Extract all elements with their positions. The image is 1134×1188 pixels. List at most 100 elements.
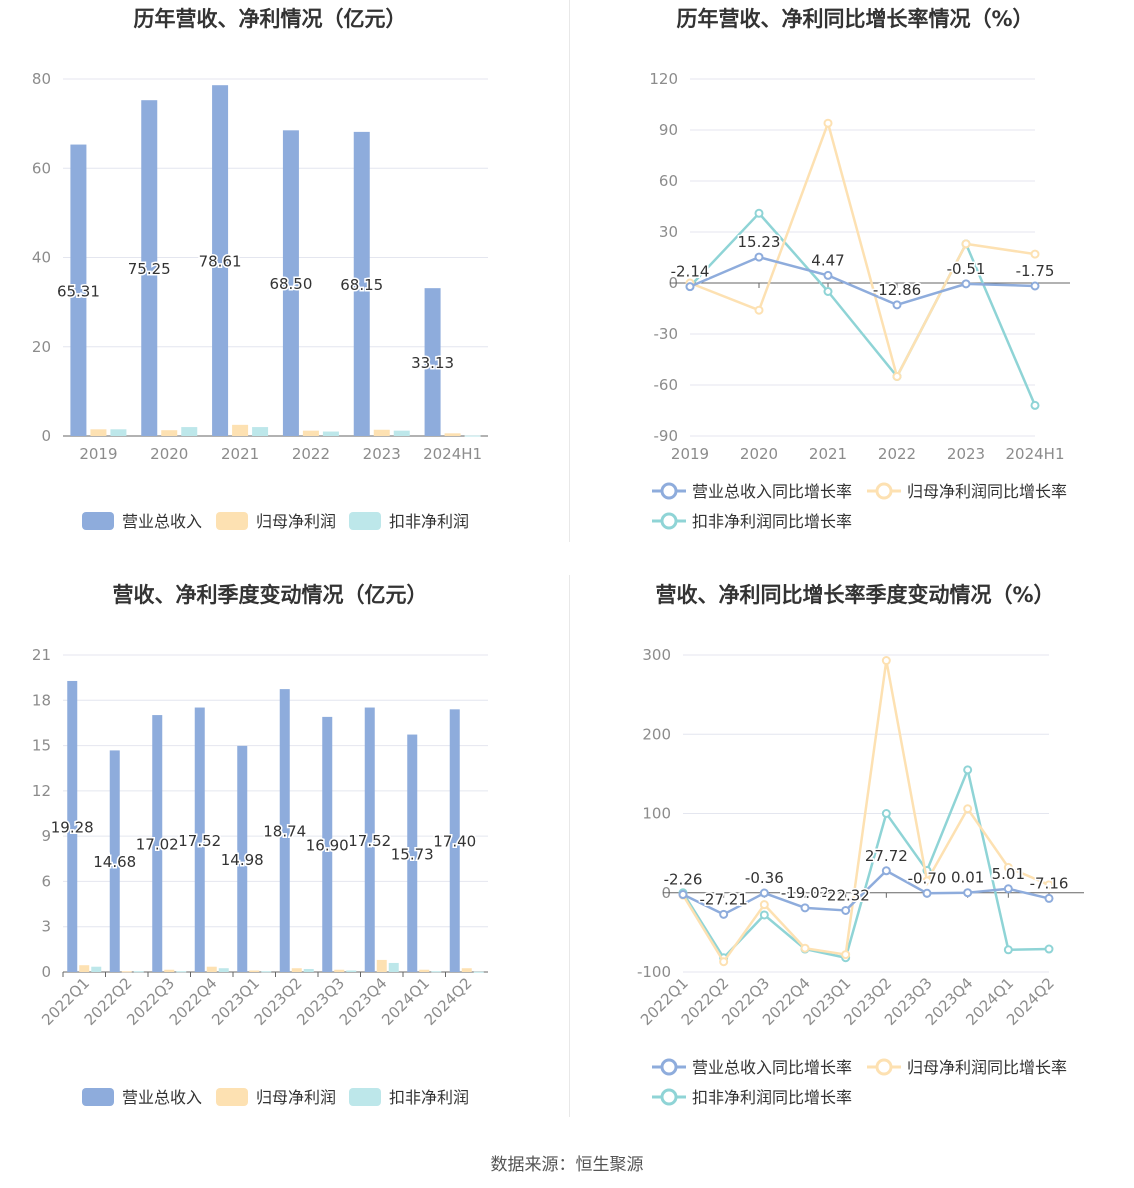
- legend-marker-2: [660, 512, 678, 530]
- bar-0-6: [322, 716, 333, 972]
- legend-label-1: 归母净利润同比增长率: [907, 482, 1067, 501]
- y-tick-label-5: 60: [659, 172, 678, 190]
- bar-value-label-4: 68.15: [340, 276, 383, 294]
- point-1-2: [823, 118, 833, 128]
- point-1-9: [1044, 880, 1054, 890]
- bar-2-0: [110, 429, 127, 436]
- chart-title: 营收、净利季度变动情况（亿元）: [113, 583, 428, 607]
- point-2-5: [1030, 400, 1040, 410]
- bar-value-label-3: 68.50: [269, 275, 312, 293]
- legend-label-1: 归母净利润: [256, 1088, 336, 1107]
- legend-label-0: 营业总收入同比增长率: [692, 1058, 852, 1077]
- chart-title: 营收、净利同比增长率季度变动情况（%）: [655, 583, 1054, 607]
- x-tick-label-5: 2024H1: [1006, 445, 1065, 463]
- bar-1-1: [121, 971, 132, 973]
- point-value-label-8: 5.01: [992, 865, 1025, 883]
- point-1-1: [754, 305, 764, 315]
- bar-1-6: [334, 969, 345, 972]
- bar-1-4: [249, 970, 260, 972]
- x-tick-label-1: 2020: [150, 445, 188, 463]
- y-tick-label-2: -30: [654, 325, 679, 343]
- point-1-4: [961, 239, 971, 249]
- bar-0-9: [449, 709, 460, 972]
- x-tick-label-4: 2023: [947, 445, 985, 463]
- y-tick-label-4: 12: [32, 782, 51, 800]
- point-0-5: [881, 866, 891, 876]
- point-2-1: [754, 208, 764, 218]
- annual-amount-panel: 历年营收、净利情况（亿元） 0 20 40 60 80 65.31 2019 75.25 2020…: [0, 0, 567, 580]
- legend-label-2: 扣非净利润: [389, 1088, 469, 1107]
- point-value-label-4: -22.32: [821, 886, 869, 904]
- legend-label-2: 扣非净利润: [389, 512, 469, 531]
- divider-top: [569, 0, 570, 542]
- bar-1-0: [90, 429, 107, 436]
- x-tick-label-2: 2021: [221, 445, 259, 463]
- bar-0-3: [282, 130, 299, 436]
- point-0-7: [963, 888, 973, 898]
- bar-2-8: [431, 971, 442, 973]
- bar-0-4: [353, 131, 370, 437]
- y-tick-label-3: 60: [32, 159, 51, 177]
- legend-label-2: 扣非净利润同比增长率: [692, 1088, 852, 1107]
- bar-0-0: [70, 144, 87, 436]
- bar-value-label-2: 17.02: [136, 836, 179, 854]
- bar-value-label-8: 15.73: [391, 845, 434, 863]
- bar-2-2: [176, 971, 187, 973]
- annual-growth-chart: 历年营收、净利同比增长率情况（%）-90-60-3003060901202019…: [649, 7, 1070, 531]
- y-tick-label-7: 120: [649, 70, 678, 88]
- point-1-5: [881, 656, 891, 666]
- legend-swatch-0: [82, 1088, 114, 1106]
- series-line-1: [689, 121, 1036, 378]
- point-value-label-5: 27.72: [865, 847, 908, 865]
- x-tick-label-2: 2021: [809, 445, 847, 463]
- point-value-label-3: -19.02: [781, 884, 829, 902]
- point-0-4: [841, 905, 851, 915]
- legend-marker-1: [875, 482, 893, 500]
- x-tick-label-3: 2022: [878, 445, 916, 463]
- bar-value-label-7: 17.52: [348, 832, 391, 850]
- bar-2-4: [261, 971, 272, 973]
- point-2-7: [963, 765, 973, 775]
- y-tick-label-6: 90: [659, 121, 678, 139]
- bar-1-9: [461, 968, 472, 972]
- legend-swatch-2: [349, 512, 381, 530]
- point-value-label-1: -27.21: [699, 890, 747, 908]
- series-line-2: [681, 768, 1050, 959]
- point-1-1: [719, 957, 729, 967]
- point-2-8: [1003, 945, 1013, 955]
- y-tick-label-2: 6: [41, 872, 51, 890]
- legend-label-1: 归母净利润: [256, 512, 336, 531]
- bar-0-2: [212, 85, 229, 436]
- y-tick-label-0: 0: [41, 427, 51, 445]
- point-value-label-2: 4.47: [811, 251, 844, 269]
- point-0-6: [922, 888, 932, 898]
- point-value-label-7: 0.01: [951, 869, 984, 887]
- bar-2-2: [252, 427, 269, 436]
- point-2-9: [1044, 944, 1054, 954]
- point-1-5: [1030, 249, 1040, 259]
- bar-2-3: [322, 431, 339, 436]
- series-line-0: [689, 255, 1036, 307]
- y-tick-label-3: 9: [41, 827, 51, 845]
- bar-1-3: [206, 966, 217, 972]
- bar-0-8: [407, 734, 418, 972]
- point-value-label-5: -1.75: [1016, 262, 1055, 280]
- bar-2-5: [464, 435, 481, 437]
- bar-0-2: [152, 715, 163, 972]
- point-0-3: [800, 903, 810, 913]
- point-value-label-4: -0.51: [947, 260, 986, 278]
- x-tick-label-4: 2023: [363, 445, 401, 463]
- bar-1-2: [164, 969, 175, 972]
- bar-1-3: [302, 430, 319, 436]
- point-1-2: [759, 900, 769, 910]
- point-value-label-3: -12.86: [873, 281, 921, 299]
- y-tick-label-5: 15: [32, 737, 51, 755]
- legend-label-2: 扣非净利润同比增长率: [692, 512, 852, 531]
- y-tick-label-4: 80: [32, 70, 51, 88]
- bar-value-label-5: 33.13: [411, 354, 454, 372]
- bar-value-label-2: 78.61: [199, 253, 242, 271]
- bar-value-label-1: 75.25: [128, 260, 171, 278]
- bar-2-4: [393, 430, 410, 436]
- legend-marker-1: [875, 1058, 893, 1076]
- point-2-2: [823, 287, 833, 296]
